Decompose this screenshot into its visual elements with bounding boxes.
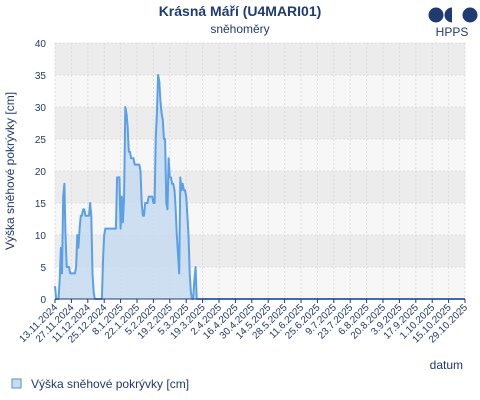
chart-title: Krásná Máří (U4MARI01) bbox=[159, 3, 322, 19]
logo-text: HPPS bbox=[436, 25, 469, 39]
logo-circle-left bbox=[428, 7, 444, 23]
y-tick-label: 10 bbox=[35, 231, 47, 242]
legend-label: Výška sněhové pokrývky [cm] bbox=[31, 377, 189, 391]
y-tick-label: 30 bbox=[35, 103, 47, 114]
snow-depth-line bbox=[54, 74, 465, 300]
x-axis-label: datum bbox=[430, 358, 463, 372]
y-tick-label: 25 bbox=[35, 135, 47, 146]
y-axis-label: Výška sněhové pokrývky [cm] bbox=[3, 92, 17, 250]
y-axis-ticks: 0 5 10 15 20 25 30 35 40 bbox=[35, 39, 47, 306]
hpps-logo: HPPS bbox=[428, 7, 478, 39]
y-tick-label: 0 bbox=[40, 295, 46, 306]
legend: Výška sněhové pokrývky [cm] bbox=[11, 377, 189, 391]
plot-band bbox=[55, 43, 465, 75]
logo-half-circle bbox=[444, 7, 452, 23]
y-tick-label: 35 bbox=[35, 71, 47, 82]
x-axis-ticks: 13.11.202427.11.202411.12.202425.12.2024… bbox=[17, 299, 470, 346]
y-tick-label: 40 bbox=[35, 39, 47, 50]
chart-subtitle: sněhoměry bbox=[210, 22, 269, 36]
logo-circle-right bbox=[462, 7, 478, 23]
legend-swatch bbox=[11, 378, 22, 389]
plot-band bbox=[55, 107, 465, 139]
snow-depth-area bbox=[55, 75, 465, 299]
y-tick-label: 20 bbox=[35, 167, 47, 178]
y-tick-label: 5 bbox=[40, 263, 46, 274]
y-tick-label: 15 bbox=[35, 199, 47, 210]
